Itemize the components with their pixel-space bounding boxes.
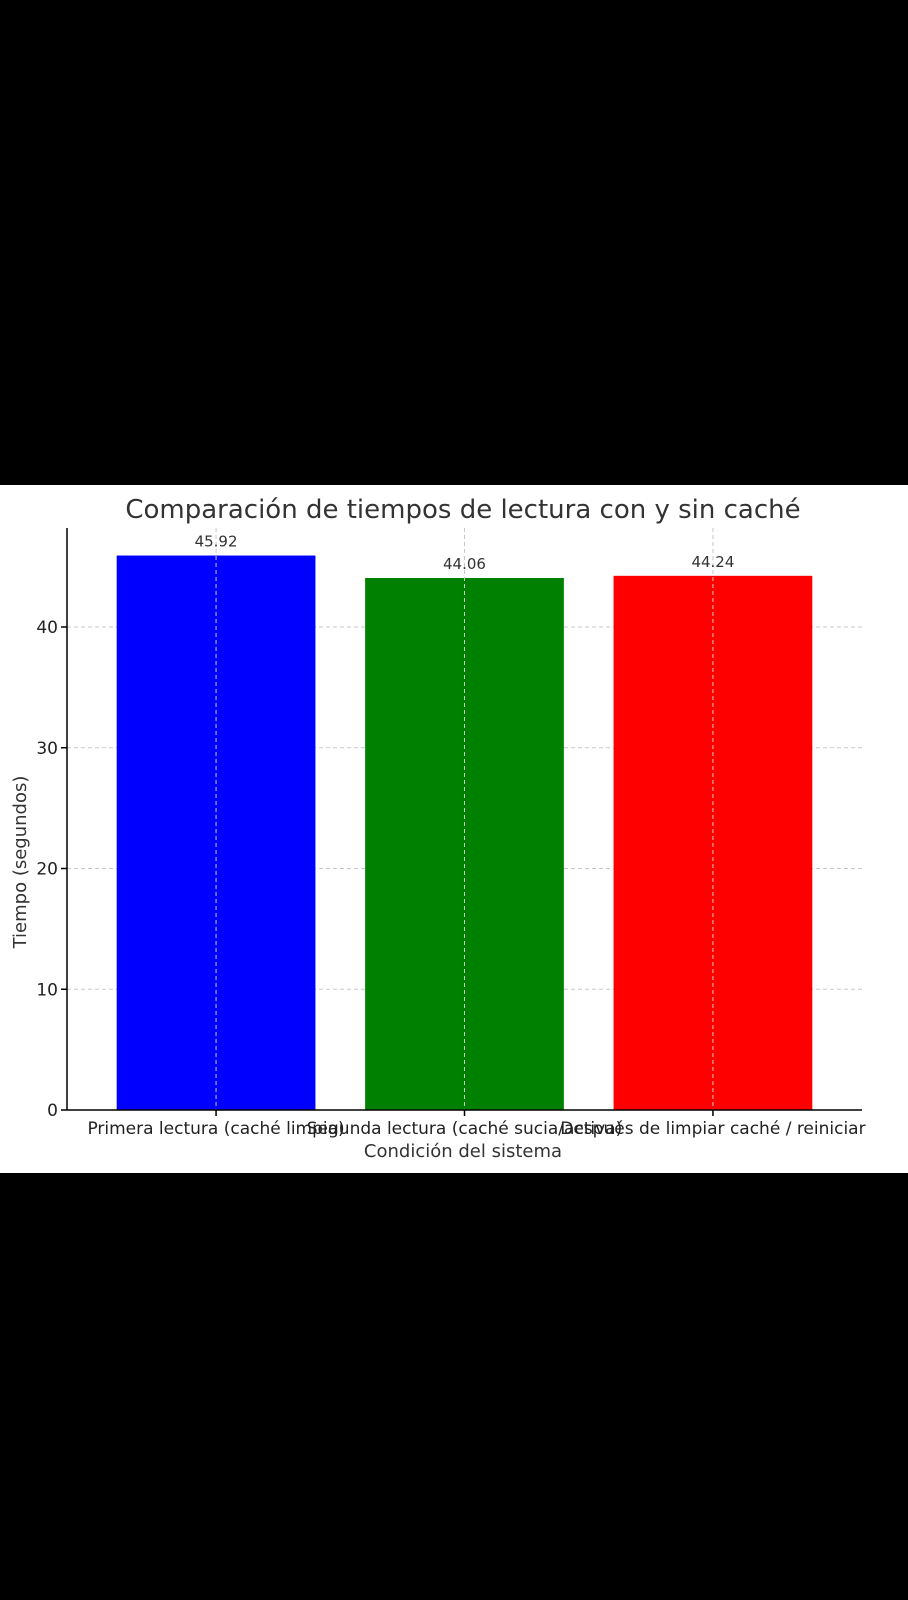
y-tick-label: 20 <box>36 860 58 880</box>
chart-title: Comparación de tiempos de lectura con y … <box>125 495 800 525</box>
x-tick-label: Segunda lectura (caché sucia/activa) <box>307 1119 622 1139</box>
y-tick-label: 0 <box>47 1101 58 1121</box>
bar-value-label: 44.24 <box>691 553 734 571</box>
bar-chart: Comparación de tiempos de lectura con y … <box>10 495 866 1162</box>
bar-value-label: 44.06 <box>443 555 486 573</box>
x-tick-label: Primera lectura (caché limpia) <box>87 1119 344 1139</box>
x-axis-label: Condición del sistema <box>364 1141 562 1162</box>
labels: 0 10 20 30 40 45.92 Primera lectura (caché lim… <box>36 533 865 1139</box>
y-tick-label: 30 <box>36 739 58 759</box>
y-axis-label: Tiempo (segundos) <box>10 776 31 950</box>
x-tick-label: Después de limpiar caché / reiniciar <box>560 1119 865 1139</box>
y-tick-label: 40 <box>36 618 58 638</box>
y-tick-label: 10 <box>36 980 58 1000</box>
axes <box>61 528 862 1116</box>
chart-panel: Comparación de tiempos de lectura con y … <box>0 485 908 1173</box>
bar-value-label: 45.92 <box>195 533 238 551</box>
vertical-grid-lines <box>215 528 714 1110</box>
